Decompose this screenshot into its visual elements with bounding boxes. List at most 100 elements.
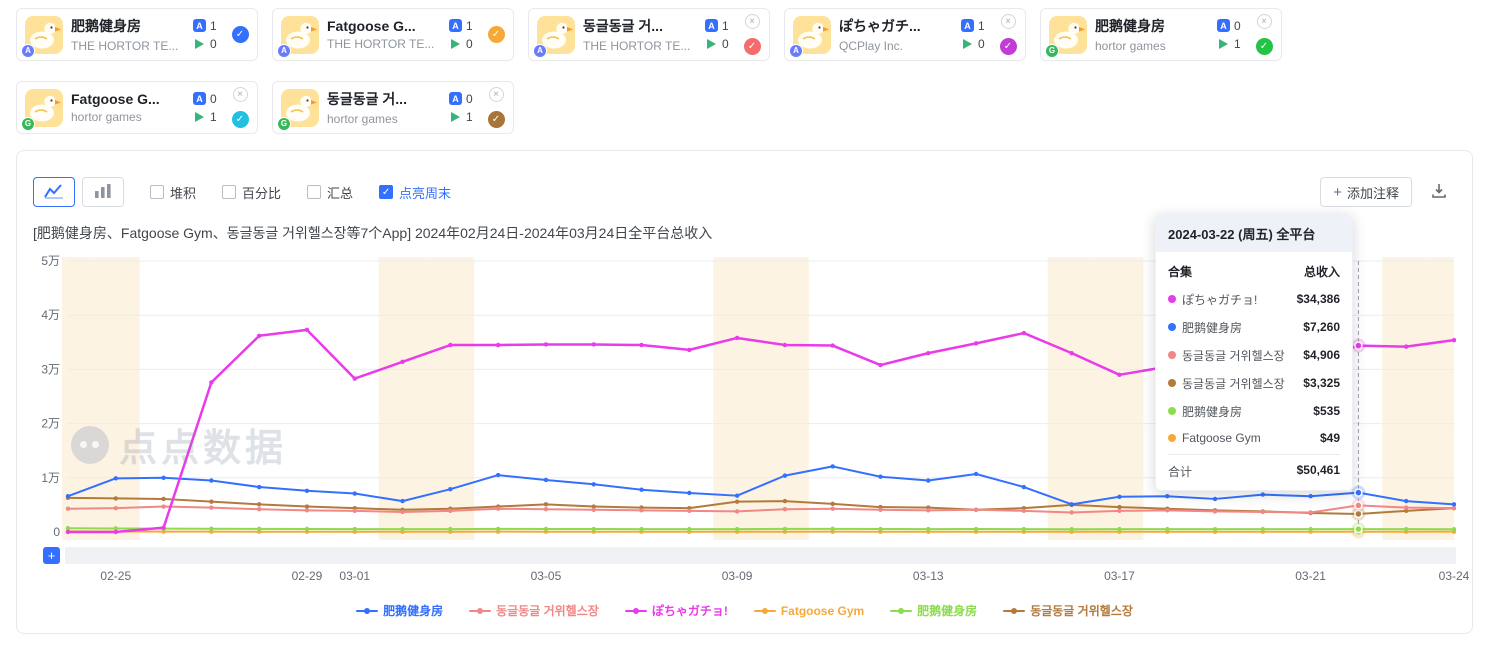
- data-point[interactable]: [209, 499, 214, 504]
- data-point[interactable]: [113, 496, 118, 501]
- bar-chart-toggle[interactable]: [82, 177, 124, 207]
- data-point[interactable]: [1404, 498, 1409, 504]
- data-point[interactable]: [256, 502, 262, 507]
- data-point[interactable]: [1451, 505, 1456, 511]
- data-point[interactable]: [1260, 526, 1266, 532]
- legend-item[interactable]: Fatgoose Gym: [753, 604, 864, 618]
- data-point[interactable]: [1308, 510, 1313, 515]
- data-point[interactable]: [209, 526, 214, 531]
- data-point[interactable]: [304, 488, 310, 494]
- checkbox-percentage[interactable]: 百分比: [222, 183, 281, 202]
- data-point[interactable]: [113, 505, 118, 511]
- checkbox-highlight-weekend[interactable]: ✓ 点亮周末: [379, 183, 451, 202]
- data-point[interactable]: [256, 507, 262, 512]
- zoom-add-button[interactable]: +: [43, 547, 60, 564]
- data-point[interactable]: [65, 529, 71, 535]
- legend-item[interactable]: 동글동글 거위헬스장: [469, 602, 599, 619]
- line-chart-toggle[interactable]: [33, 177, 75, 207]
- series-color-badge[interactable]: ✓: [1255, 38, 1273, 55]
- remove-app-button[interactable]: ×: [744, 14, 760, 29]
- data-point[interactable]: [495, 506, 501, 511]
- data-point[interactable]: [304, 504, 310, 509]
- data-point[interactable]: [973, 471, 979, 477]
- data-point[interactable]: [782, 473, 788, 478]
- data-point[interactable]: [495, 472, 501, 478]
- data-point[interactable]: [687, 347, 692, 353]
- data-point[interactable]: [1451, 527, 1456, 532]
- data-point[interactable]: [448, 508, 453, 514]
- data-point[interactable]: [495, 342, 501, 348]
- data-point[interactable]: [543, 502, 549, 507]
- app-card[interactable]: G 肥鹅健身房 hortor games A 0 1 × ✓: [1040, 8, 1282, 61]
- data-point[interactable]: [65, 494, 71, 499]
- data-point[interactable]: [1404, 344, 1409, 349]
- series-line[interactable]: [67, 504, 1455, 514]
- app-card[interactable]: A 동글동글 거... THE HORTOR TE... A 1 0 × ✓: [528, 8, 770, 61]
- checkbox-summary[interactable]: 汇总: [307, 183, 353, 202]
- data-point[interactable]: [782, 498, 788, 504]
- data-point[interactable]: [1165, 508, 1170, 513]
- data-point[interactable]: [639, 487, 644, 492]
- series-line[interactable]: [67, 527, 1455, 531]
- data-point[interactable]: [113, 529, 118, 535]
- data-point[interactable]: [1404, 508, 1409, 514]
- data-point[interactable]: [926, 508, 931, 513]
- data-point[interactable]: [161, 525, 166, 530]
- download-button[interactable]: [1422, 177, 1456, 207]
- data-point[interactable]: [1404, 505, 1409, 510]
- legend-item[interactable]: 肥鹅健身房: [356, 602, 443, 619]
- data-point[interactable]: [1212, 509, 1218, 514]
- series-color-badge[interactable]: ✓: [487, 26, 505, 43]
- data-point[interactable]: [591, 342, 596, 347]
- remove-app-button[interactable]: ×: [1256, 14, 1272, 29]
- data-point[interactable]: [830, 526, 835, 532]
- data-point[interactable]: [1069, 510, 1074, 515]
- data-point[interactable]: [734, 526, 740, 532]
- data-point[interactable]: [639, 508, 644, 513]
- data-point[interactable]: [1117, 504, 1122, 510]
- data-point[interactable]: [1117, 494, 1122, 499]
- datazoom-slider[interactable]: [65, 547, 1456, 564]
- data-point[interactable]: [304, 526, 310, 532]
- data-point[interactable]: [209, 380, 214, 385]
- data-point[interactable]: [926, 478, 931, 483]
- series-color-badge[interactable]: ✓: [231, 111, 249, 128]
- data-point[interactable]: [400, 359, 405, 365]
- data-point[interactable]: [543, 507, 549, 512]
- data-point[interactable]: [161, 496, 166, 502]
- data-point[interactable]: [1308, 494, 1313, 499]
- data-point[interactable]: [1021, 484, 1027, 490]
- data-point[interactable]: [591, 482, 596, 487]
- data-point[interactable]: [1451, 502, 1456, 507]
- data-point[interactable]: [1212, 526, 1218, 532]
- data-point[interactable]: [830, 464, 835, 469]
- series-color-badge[interactable]: ✓: [743, 38, 761, 55]
- add-annotation-button[interactable]: + 添加注释: [1320, 177, 1412, 207]
- data-point[interactable]: [639, 342, 644, 348]
- data-point[interactable]: [543, 477, 549, 483]
- data-point[interactable]: [973, 507, 979, 512]
- app-card[interactable]: G Fatgoose G... hortor games A 0 1 × ✓: [16, 81, 258, 134]
- data-point[interactable]: [878, 474, 883, 479]
- data-point[interactable]: [1451, 337, 1456, 343]
- app-card[interactable]: A 肥鹅健身房 THE HORTOR TE... A 1 0 ✓: [16, 8, 258, 61]
- remove-app-button[interactable]: ×: [488, 87, 504, 102]
- data-point[interactable]: [448, 526, 453, 532]
- data-point[interactable]: [161, 504, 166, 509]
- data-point[interactable]: [1069, 502, 1074, 507]
- data-point[interactable]: [1021, 526, 1027, 532]
- data-point[interactable]: [65, 506, 71, 511]
- data-point[interactable]: [400, 526, 405, 532]
- series-color-badge[interactable]: ✓: [231, 26, 249, 43]
- data-point[interactable]: [543, 526, 549, 532]
- app-card[interactable]: A ぽちゃガチ... QCPlay Inc. A 1 0 × ✓: [784, 8, 1026, 61]
- data-point[interactable]: [782, 342, 788, 348]
- data-point[interactable]: [878, 507, 883, 512]
- data-point[interactable]: [687, 490, 692, 496]
- data-point[interactable]: [734, 509, 740, 514]
- data-point[interactable]: [591, 507, 596, 512]
- app-card[interactable]: A Fatgoose G... THE HORTOR TE... A 1 0 ✓: [272, 8, 514, 61]
- data-point[interactable]: [1404, 526, 1409, 532]
- app-card[interactable]: G 동글동글 거... hortor games A 0 1 × ✓: [272, 81, 514, 134]
- legend-item[interactable]: 肥鹅健身房: [890, 602, 977, 619]
